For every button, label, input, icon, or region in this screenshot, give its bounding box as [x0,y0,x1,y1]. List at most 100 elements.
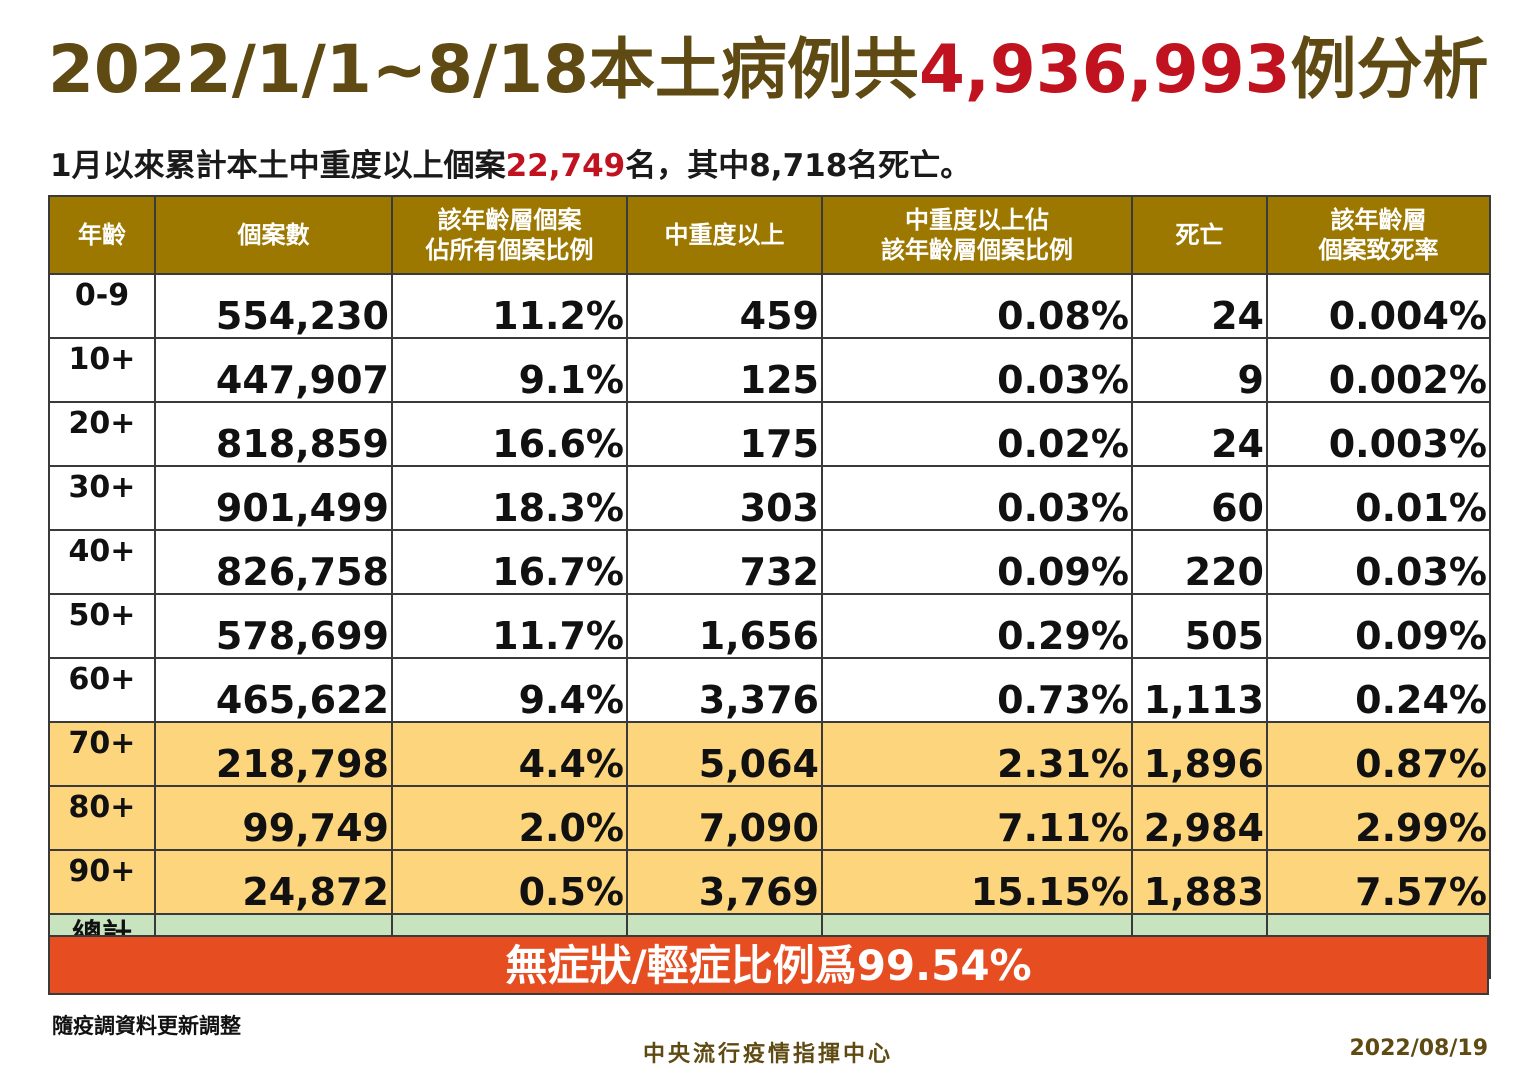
table-row: 90+ 24,872 0.5% 3,769 15.15% 1,883 7.57% [48,849,1491,915]
header-case-share: 該年齡層個案 佔所有個案比例 [391,195,628,275]
cell-deaths: 24 [1131,273,1268,339]
cell-severe-ratio: 0.02% [821,401,1133,467]
title-prefix: 2022/1/1~8/18本土病例共 [48,31,919,108]
table-row: 20+ 818,859 16.6% 175 0.02% 24 0.003% [48,401,1491,467]
cell-deaths: 60 [1131,465,1268,531]
table-row: 80+ 99,749 2.0% 7,090 7.11% 2,984 2.99% [48,785,1491,851]
cell-fatality-rate: 0.003% [1266,401,1491,467]
cell-deaths: 220 [1131,529,1268,595]
cell-cases: 554,230 [154,273,393,339]
cell-severe: 125 [626,337,823,403]
cell-case-share: 16.7% [391,529,628,595]
subtitle-highlight-severe: 22,749 [505,148,626,184]
organization-name: 中央流行疫情指揮中心 [642,1042,893,1067]
cell-case-share: 0.5% [391,849,628,915]
header-age: 年齡 [48,195,156,275]
cell-age: 30+ [48,465,156,531]
cell-age: 50+ [48,593,156,659]
table-row: 0-9 554,230 11.2% 459 0.08% 24 0.004% [48,273,1491,339]
subtitle-suffix: 名，其中8,718名死亡。 [625,148,972,184]
cell-case-share: 4.4% [391,721,628,787]
cell-fatality-rate: 0.004% [1266,273,1491,339]
cell-deaths: 505 [1131,593,1268,659]
title-suffix: 例分析 [1290,31,1489,108]
cell-severe: 1,656 [626,593,823,659]
cell-age: 60+ [48,657,156,723]
table-row: 50+ 578,699 11.7% 1,656 0.29% 505 0.09% [48,593,1491,659]
cell-severe: 732 [626,529,823,595]
cell-severe-ratio: 2.31% [821,721,1133,787]
cell-severe: 7,090 [626,785,823,851]
cell-deaths: 1,896 [1131,721,1268,787]
cell-fatality-rate: 7.57% [1266,849,1491,915]
table-row: 30+ 901,499 18.3% 303 0.03% 60 0.01% [48,465,1491,531]
cell-case-share: 16.6% [391,401,628,467]
table-row: 40+ 826,758 16.7% 732 0.09% 220 0.03% [48,529,1491,595]
header-severe: 中重度以上 [626,195,823,275]
cell-cases: 218,798 [154,721,393,787]
subtitle-prefix: 1月以來累計本土中重度以上個案 [50,148,506,184]
cell-severe-ratio: 0.03% [821,337,1133,403]
cell-severe-ratio: 0.08% [821,273,1133,339]
page-subtitle: 1月以來累計本土中重度以上個案22,749名，其中8,718名死亡。 [50,140,1450,185]
cell-fatality-rate: 0.24% [1266,657,1491,723]
cell-cases: 465,622 [154,657,393,723]
cell-age: 70+ [48,721,156,787]
age-analysis-table: 年齡 個案數 該年齡層個案 佔所有個案比例 中重度以上 中重度以上佔 該年齡層個案比… [48,195,1491,979]
cell-case-share: 11.7% [391,593,628,659]
cell-cases: 447,907 [154,337,393,403]
cell-severe: 459 [626,273,823,339]
cell-deaths: 2,984 [1131,785,1268,851]
cell-cases: 24,872 [154,849,393,915]
cell-case-share: 2.0% [391,785,628,851]
header-row: 年齡 個案數 該年齡層個案 佔所有個案比例 中重度以上 中重度以上佔 該年齡層個案比… [48,195,1491,275]
cell-severe: 3,376 [626,657,823,723]
table-row: 70+ 218,798 4.4% 5,064 2.31% 1,896 0.87% [48,721,1491,787]
cell-severe-ratio: 0.09% [821,529,1133,595]
header-severe-ratio: 中重度以上佔 該年齡層個案比例 [821,195,1133,275]
cell-severe-ratio: 0.73% [821,657,1133,723]
cell-fatality-rate: 0.87% [1266,721,1491,787]
header-cases: 個案數 [154,195,393,275]
cell-fatality-rate: 2.99% [1266,785,1491,851]
cell-deaths: 9 [1131,337,1268,403]
cell-case-share: 9.1% [391,337,628,403]
cell-fatality-rate: 0.01% [1266,465,1491,531]
cell-fatality-rate: 0.002% [1266,337,1491,403]
cell-fatality-rate: 0.09% [1266,593,1491,659]
cell-deaths: 1,113 [1131,657,1268,723]
cell-deaths: 1,883 [1131,849,1268,915]
table-header: 年齡 個案數 該年齡層個案 佔所有個案比例 中重度以上 中重度以上佔 該年齡層個案比… [48,195,1491,275]
cell-severe: 3,769 [626,849,823,915]
cell-deaths: 24 [1131,401,1268,467]
cell-cases: 901,499 [154,465,393,531]
cell-age: 10+ [48,337,156,403]
table-row: 60+ 465,622 9.4% 3,376 0.73% 1,113 0.24% [48,657,1491,723]
table-row: 10+ 447,907 9.1% 125 0.03% 9 0.002% [48,337,1491,403]
cell-cases: 826,758 [154,529,393,595]
asymptomatic-ratio-banner: 無症狀/輕症比例爲99.54% [48,935,1489,995]
page-title: 2022/1/1~8/18本土病例共4,936,993例分析 [48,31,1508,108]
cell-fatality-rate: 0.03% [1266,529,1491,595]
header-fatality-rate: 該年齡層 個案致死率 [1266,195,1491,275]
cell-age: 0-9 [48,273,156,339]
cell-severe: 175 [626,401,823,467]
cell-severe-ratio: 7.11% [821,785,1133,851]
cell-cases: 99,749 [154,785,393,851]
cell-severe-ratio: 15.15% [821,849,1133,915]
cell-case-share: 18.3% [391,465,628,531]
header-deaths: 死亡 [1131,195,1268,275]
cell-severe-ratio: 0.03% [821,465,1133,531]
cell-age: 20+ [48,401,156,467]
footnote: 隨疫調資料更新調整 [52,1014,241,1038]
cell-cases: 818,859 [154,401,393,467]
cell-severe: 303 [626,465,823,531]
cell-severe: 5,064 [626,721,823,787]
cell-case-share: 11.2% [391,273,628,339]
cell-case-share: 9.4% [391,657,628,723]
cell-severe-ratio: 0.29% [821,593,1133,659]
title-highlight-total: 4,936,993 [918,31,1291,108]
cell-cases: 578,699 [154,593,393,659]
table-body: 0-9 554,230 11.2% 459 0.08% 24 0.004% 10+ 447,90… [48,273,1491,979]
cell-age: 80+ [48,785,156,851]
